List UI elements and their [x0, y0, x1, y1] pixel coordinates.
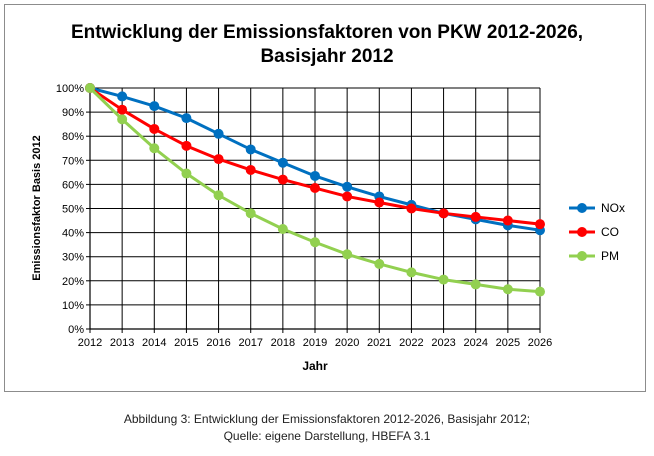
legend-label-nox: NOx: [601, 201, 625, 215]
x-tick-label: 2017: [238, 337, 262, 349]
x-tick-label: 2020: [335, 337, 359, 349]
legend-marker-pm: [577, 251, 587, 261]
data-point-co: [149, 123, 160, 134]
y-tick-label: 10%: [62, 300, 84, 312]
data-point-co: [406, 203, 417, 214]
x-tick-label: 2015: [174, 337, 198, 349]
y-tick-label: 20%: [62, 276, 84, 288]
data-point-nox: [213, 128, 224, 139]
data-point-pm: [277, 223, 288, 234]
data-point-pm: [502, 284, 513, 295]
y-tick-label: 70%: [62, 155, 84, 167]
data-point-co: [181, 140, 192, 151]
data-point-co: [374, 197, 385, 208]
data-point-pm: [342, 249, 353, 260]
x-tick-label: 2013: [110, 337, 134, 349]
figure-caption: Abbildung 3: Entwicklung der Emissionsfa…: [0, 411, 654, 445]
x-tick-label: 2023: [431, 337, 455, 349]
data-point-pm: [438, 274, 449, 285]
x-tick-label: 2018: [271, 337, 295, 349]
data-point-pm: [213, 190, 224, 201]
legend-marker-nox: [577, 203, 587, 213]
x-tick-label: 2019: [303, 337, 327, 349]
legend-marker-co: [577, 227, 587, 237]
y-tick-label: 50%: [62, 204, 84, 216]
x-tick-label: 2024: [463, 337, 487, 349]
legend-label-pm: PM: [601, 249, 619, 263]
data-point-co: [310, 183, 320, 194]
x-tick-label: 2026: [528, 337, 552, 349]
chart-frame: [4, 4, 646, 392]
data-point-nox: [245, 144, 256, 155]
y-tick-label: 40%: [62, 228, 84, 240]
x-tick-label: 2021: [367, 337, 391, 349]
data-point-co: [213, 154, 224, 165]
x-tick-label: 2012: [78, 337, 102, 349]
axes: 0% 10% 20% 30% 40% 50% 60% 70% 80% 90% 100% 2012 201…: [56, 83, 552, 349]
x-tick-label: 2025: [496, 337, 520, 349]
data-point-co: [470, 211, 481, 222]
data-point-pm: [181, 168, 192, 179]
y-tick-label: 0%: [68, 324, 84, 336]
data-point-co: [438, 208, 449, 219]
data-point-pm: [149, 143, 160, 154]
chart-title-line-2: Basisjahr 2012: [260, 46, 394, 67]
line-chart: 0% 10% 20% 30% 40% 50% 60% 70% 80% 90% 100% 2012 201…: [31, 83, 625, 373]
data-point-co: [502, 215, 513, 226]
data-point-nox: [149, 101, 160, 112]
data-point-pm: [85, 83, 95, 93]
data-point-pm: [470, 279, 481, 290]
y-tick-label: 100%: [56, 83, 84, 95]
y-tick-label: 80%: [62, 131, 84, 143]
legend: NOx CO PM: [569, 201, 625, 263]
y-tick-label: 90%: [62, 107, 84, 119]
y-axis-label: Emissionsfaktor Basis 2012: [31, 135, 43, 281]
x-tick-label: 2022: [399, 337, 423, 349]
data-point-pm: [117, 114, 128, 125]
data-point-co: [535, 219, 545, 230]
x-tick-label: 2016: [206, 337, 230, 349]
data-point-nox: [181, 113, 192, 124]
data-point-pm: [245, 208, 256, 219]
data-point-pm: [406, 267, 417, 278]
data-point-pm: [374, 258, 385, 269]
grid-lines: [89, 87, 541, 330]
caption-line-2: Quelle: eigene Darstellung, HBEFA 3.1: [223, 429, 431, 443]
data-point-co: [277, 174, 288, 185]
y-tick-label: 30%: [62, 252, 84, 264]
data-point-nox: [310, 170, 320, 181]
x-axis-label: Jahr: [302, 359, 328, 373]
y-tick-label: 60%: [62, 179, 84, 191]
data-point-nox: [342, 181, 353, 192]
data-point-co: [342, 191, 353, 202]
data-point-co: [245, 164, 256, 175]
data-point-nox: [277, 157, 288, 168]
data-point-pm: [310, 237, 320, 248]
x-tick-label: 2014: [142, 337, 166, 349]
data-point-pm: [535, 286, 545, 297]
chart-title-line-1: Entwicklung der Emissionsfaktoren von PK…: [70, 22, 584, 43]
series-lines: [85, 83, 545, 297]
caption-line-1: Abbildung 3: Entwicklung der Emissionsfa…: [123, 412, 531, 426]
legend-label-co: CO: [601, 225, 619, 239]
data-point-nox: [117, 91, 128, 102]
data-point-co: [117, 104, 128, 115]
